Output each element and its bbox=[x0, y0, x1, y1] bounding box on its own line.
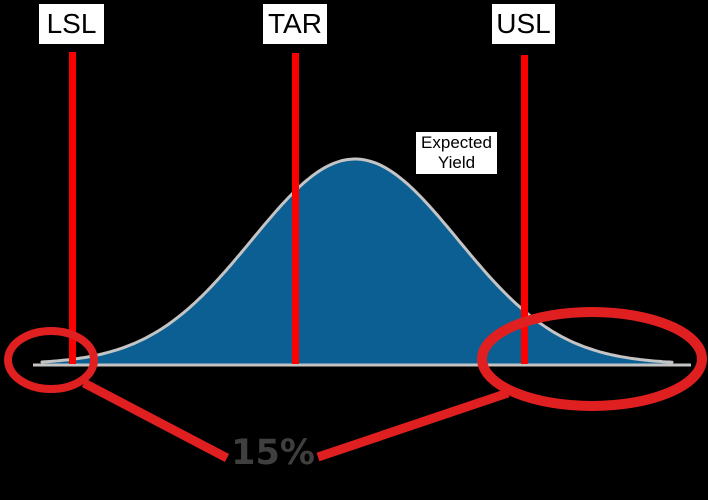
bell-curve-fill bbox=[42, 159, 672, 364]
expected-yield-line1: Expected bbox=[421, 133, 492, 152]
usl-label: USL bbox=[492, 4, 555, 44]
tar-label: TAR bbox=[263, 4, 327, 44]
lsl-label: LSL bbox=[39, 4, 104, 44]
right-leader-line bbox=[316, 388, 510, 462]
left-tail-ellipse bbox=[4, 327, 98, 393]
tail-loss-percentage: 15% bbox=[231, 433, 315, 473]
expected-yield-label: Expected Yield bbox=[416, 132, 497, 174]
left-leader-line bbox=[81, 379, 230, 462]
bell-curve-outline bbox=[40, 157, 674, 364]
expected-yield-line2: Yield bbox=[437, 153, 476, 172]
right-tail-ellipse bbox=[477, 307, 707, 411]
